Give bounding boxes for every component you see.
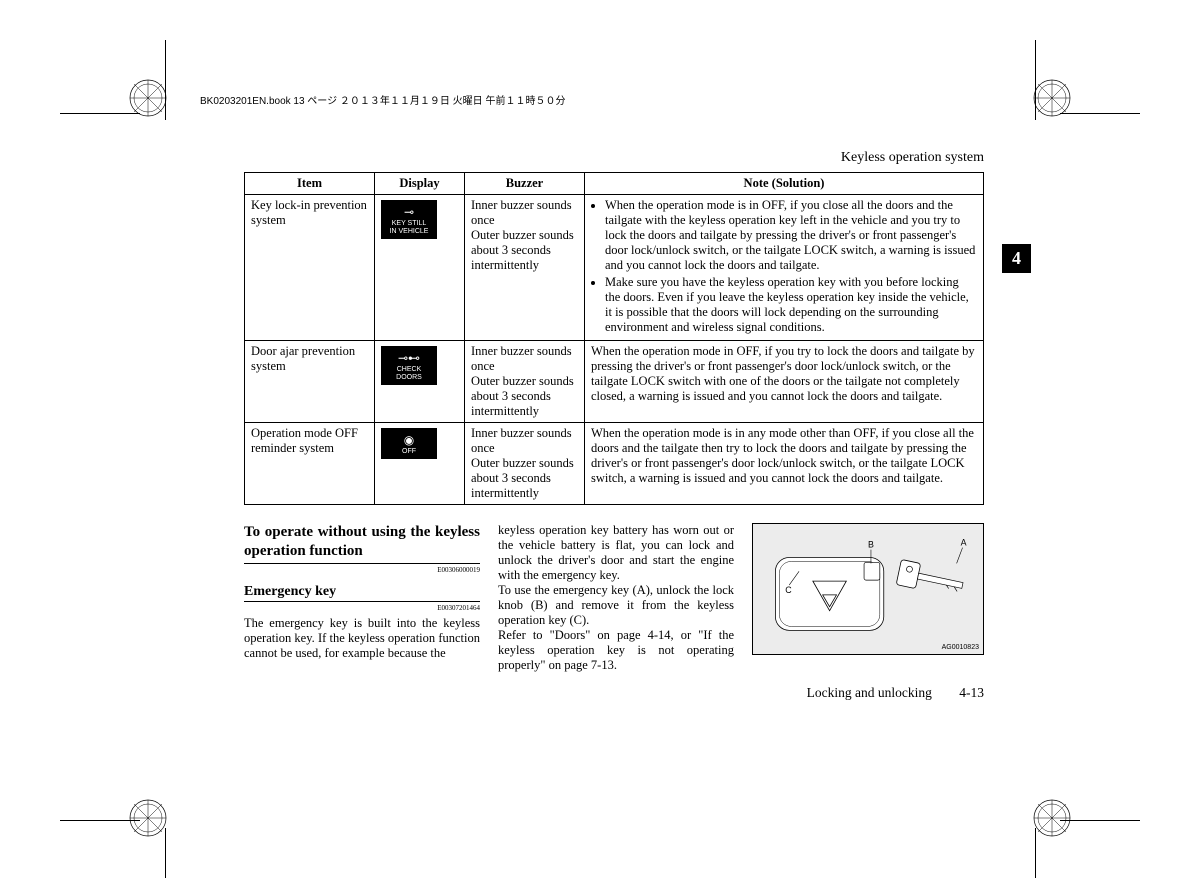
note-bullet: When the operation mode is in OFF, if yo… [605, 198, 977, 273]
registration-mark-icon [128, 78, 168, 118]
crop-mark [60, 113, 140, 114]
text-column-2: keyless operation key battery has worn o… [498, 523, 734, 673]
crop-mark [165, 828, 166, 878]
th-display: Display [375, 173, 465, 195]
fig-label-c: C [785, 585, 792, 595]
section-code: E00306000019 [244, 566, 480, 574]
cell-item: Operation mode OFF reminder system [245, 423, 375, 505]
cell-buzzer: Inner buzzer sounds once Outer buzzer so… [465, 341, 585, 423]
figure: C B A AG0010823 [752, 523, 984, 673]
figure-code: AG0010823 [942, 644, 979, 651]
crop-mark [165, 40, 166, 120]
section-heading: To operate without using the keyless ope… [244, 523, 480, 564]
th-item: Item [245, 173, 375, 195]
fig-label-a: A [961, 538, 967, 548]
table-row: Key lock-in prevention system ⊸ KEY STIL… [245, 195, 984, 341]
mode-off-icon: ◉ OFF [381, 428, 437, 459]
header-title: Keyless operation system [244, 150, 984, 166]
chapter-tab: 4 [1002, 244, 1031, 273]
note-bullet: Make sure you have the keyless operation… [605, 275, 977, 335]
cell-note: When the operation mode is in any mode o… [585, 423, 984, 505]
cell-display: ⊸⊷ CHECK DOORS [375, 341, 465, 423]
registration-mark-icon [1032, 78, 1072, 118]
footer-section: Locking and unlocking [807, 685, 932, 700]
cell-buzzer: Inner buzzer sounds once Outer buzzer so… [465, 423, 585, 505]
emergency-key-illustration: C B A AG0010823 [752, 523, 984, 655]
subsection-code: E00307201464 [244, 604, 480, 612]
lower-columns: To operate without using the keyless ope… [244, 523, 984, 673]
page-content: Keyless operation system 4 Item Display … [244, 150, 984, 701]
crop-mark [1060, 820, 1140, 821]
text-column-1: To operate without using the keyless ope… [244, 523, 480, 673]
cell-item: Key lock-in prevention system [245, 195, 375, 341]
body-text: keyless operation key battery has worn o… [498, 523, 734, 583]
print-metadata: BK0203201EN.book 13 ページ ２０１３年１１月１９日 火曜日 … [200, 92, 565, 107]
cell-display: ⊸ KEY STILL IN VEHICLE [375, 195, 465, 341]
table-row: Door ajar prevention system ⊸⊷ CHECK DOO… [245, 341, 984, 423]
th-buzzer: Buzzer [465, 173, 585, 195]
crop-mark [1035, 828, 1036, 878]
table-row: Operation mode OFF reminder system ◉ OFF… [245, 423, 984, 505]
warning-table: Item Display Buzzer Note (Solution) Key … [244, 172, 984, 505]
registration-mark-icon [1032, 798, 1072, 838]
page-footer: Locking and unlocking 4-13 [244, 685, 984, 701]
cell-display: ◉ OFF [375, 423, 465, 505]
footer-page-number: 4-13 [959, 685, 984, 700]
cell-note: When the operation mode is in OFF, if yo… [585, 195, 984, 341]
body-text: To use the emergency key (A), unlock the… [498, 583, 734, 628]
cell-item: Door ajar prevention system [245, 341, 375, 423]
cell-note: When the operation mode in OFF, if you t… [585, 341, 984, 423]
cell-buzzer: Inner buzzer sounds once Outer buzzer so… [465, 195, 585, 341]
body-text: Refer to "Doors" on page 4-14, or "If th… [498, 628, 734, 673]
body-text: The emergency key is built into the keyl… [244, 616, 480, 661]
fig-label-b: B [868, 540, 874, 550]
crop-mark [60, 820, 140, 821]
check-doors-icon: ⊸⊷ CHECK DOORS [381, 346, 437, 385]
key-in-vehicle-icon: ⊸ KEY STILL IN VEHICLE [381, 200, 437, 239]
crop-mark [1060, 113, 1140, 114]
th-note: Note (Solution) [585, 173, 984, 195]
subsection-heading: Emergency key [244, 584, 480, 602]
registration-mark-icon [128, 798, 168, 838]
crop-mark [1035, 40, 1036, 120]
